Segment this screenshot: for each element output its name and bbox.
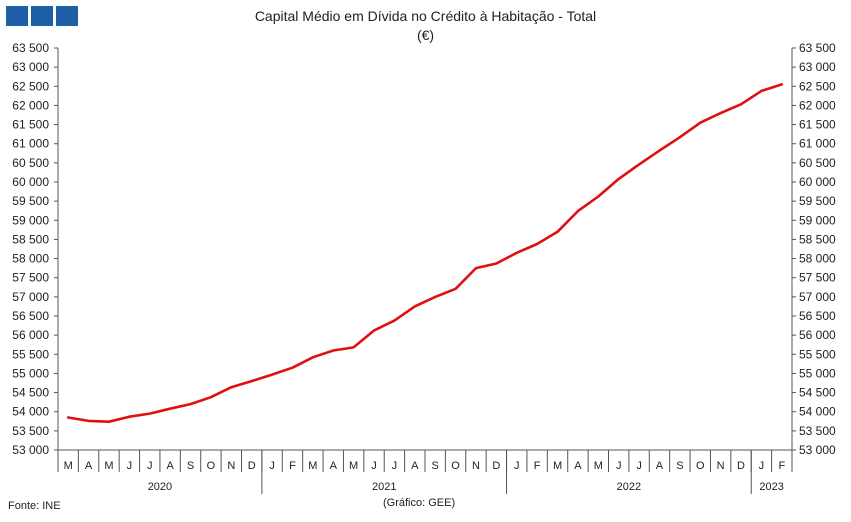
x-tick-label: S xyxy=(432,460,439,472)
x-tick-label: D xyxy=(492,460,500,472)
x-tick-label: O xyxy=(207,460,216,472)
x-tick-label: F xyxy=(534,460,541,472)
y-tick-label-right: 61 000 xyxy=(799,137,836,151)
y-tick-label-right: 57 000 xyxy=(799,290,836,304)
y-tick-label-left: 61 000 xyxy=(12,137,49,151)
y-tick-label-right: 56 500 xyxy=(799,309,836,323)
y-tick-label-right: 60 500 xyxy=(799,156,836,170)
logo xyxy=(6,6,78,26)
y-tick-label-left: 53 000 xyxy=(12,443,49,457)
y-tick-label-left: 61 500 xyxy=(12,118,49,132)
x-tick-label: O xyxy=(696,460,705,472)
x-tick-label: M xyxy=(104,460,113,472)
x-tick-label: J xyxy=(616,460,622,472)
y-tick-label-right: 63 500 xyxy=(799,41,836,55)
x-tick-label: S xyxy=(676,460,683,472)
x-tick-label: J xyxy=(127,460,133,472)
logo-block-1 xyxy=(6,6,28,26)
logo-block-2 xyxy=(31,6,53,26)
chart-credit: (Gráfico: GEE) xyxy=(383,497,456,509)
y-tick-label-left: 58 500 xyxy=(12,232,49,246)
x-tick-label: J xyxy=(759,460,765,472)
x-tick-label: N xyxy=(227,460,235,472)
series-line xyxy=(66,83,784,424)
x-tick-label: N xyxy=(472,460,480,472)
y-tick-label-right: 62 500 xyxy=(799,79,836,93)
y-tick-label-right: 60 000 xyxy=(799,175,836,189)
y-tick-label-left: 55 500 xyxy=(12,347,49,361)
y-tick-label-right: 57 500 xyxy=(799,271,836,285)
year-label: 2022 xyxy=(617,481,641,493)
y-tick-label-left: 59 000 xyxy=(12,213,49,227)
y-tick-label-right: 62 000 xyxy=(799,98,836,112)
x-tick-label: M xyxy=(349,460,358,472)
x-tick-label: A xyxy=(166,460,174,472)
y-tick-label-left: 60 000 xyxy=(12,175,49,189)
y-tick-label-right: 53 500 xyxy=(799,424,836,438)
x-tick-label: F xyxy=(778,460,785,472)
x-tick-label: J xyxy=(392,460,398,472)
x-tick-label: A xyxy=(656,460,664,472)
y-tick-label-left: 57 500 xyxy=(12,271,49,285)
x-tick-label: M xyxy=(594,460,603,472)
y-tick-label-left: 54 500 xyxy=(12,386,49,400)
x-tick-label: M xyxy=(64,460,73,472)
x-tick-label: D xyxy=(248,460,256,472)
y-tick-label-left: 59 500 xyxy=(12,194,49,208)
x-tick-label: J xyxy=(514,460,520,472)
x-tick-label: N xyxy=(717,460,725,472)
chart-subtitle: (€) xyxy=(416,27,435,43)
y-tick-label-left: 57 000 xyxy=(12,290,49,304)
logo-block-3 xyxy=(56,6,78,26)
x-tick-label: A xyxy=(411,460,419,472)
y-tick-label-right: 54 500 xyxy=(799,386,836,400)
y-tick-label-right: 54 000 xyxy=(799,405,836,419)
y-tick-label-right: 59 500 xyxy=(799,194,836,208)
y-tick-label-right: 58 000 xyxy=(799,252,836,266)
y-tick-label-left: 60 500 xyxy=(12,156,49,170)
y-tick-label-left: 55 000 xyxy=(12,366,49,380)
y-tick-label-right: 56 000 xyxy=(799,328,836,342)
y-tick-label-right: 58 500 xyxy=(799,232,836,246)
y-tick-label-left: 58 000 xyxy=(12,252,49,266)
x-tick-label: F xyxy=(289,460,296,472)
x-tick-label: J xyxy=(636,460,642,472)
y-tick-label-left: 62 000 xyxy=(12,98,49,112)
x-tick-label: J xyxy=(147,460,153,472)
year-label: 2021 xyxy=(372,481,396,493)
y-tick-label-right: 53 000 xyxy=(799,443,836,457)
x-tick-label: S xyxy=(187,460,194,472)
x-tick-label: A xyxy=(574,460,582,472)
source-note: Fonte: INE xyxy=(8,500,61,512)
x-tick-label: O xyxy=(451,460,460,472)
y-tick-label-left: 53 500 xyxy=(12,424,49,438)
x-tick-label: J xyxy=(269,460,275,472)
y-tick-label-left: 56 500 xyxy=(12,309,49,323)
year-label: 2020 xyxy=(148,481,172,493)
year-label: 2023 xyxy=(759,481,783,493)
x-tick-label: A xyxy=(330,460,338,472)
y-tick-label-left: 56 000 xyxy=(12,328,49,342)
y-tick-label-left: 63 000 xyxy=(12,60,49,74)
y-tick-label-right: 55 000 xyxy=(799,366,836,380)
x-tick-label: J xyxy=(371,460,377,472)
y-tick-label-right: 61 500 xyxy=(799,118,836,132)
x-tick-label: M xyxy=(308,460,317,472)
y-tick-label-right: 55 500 xyxy=(799,347,836,361)
y-tick-label-right: 59 000 xyxy=(799,213,836,227)
x-tick-label: M xyxy=(553,460,562,472)
y-tick-label-right: 63 000 xyxy=(799,60,836,74)
y-tick-label-left: 62 500 xyxy=(12,79,49,93)
y-tick-label-left: 54 000 xyxy=(12,405,49,419)
x-tick-label: D xyxy=(737,460,745,472)
chart-title: Capital Médio em Dívida no Crédito à Hab… xyxy=(254,8,597,24)
x-tick-label: A xyxy=(85,460,93,472)
y-tick-label-left: 63 500 xyxy=(12,41,49,55)
